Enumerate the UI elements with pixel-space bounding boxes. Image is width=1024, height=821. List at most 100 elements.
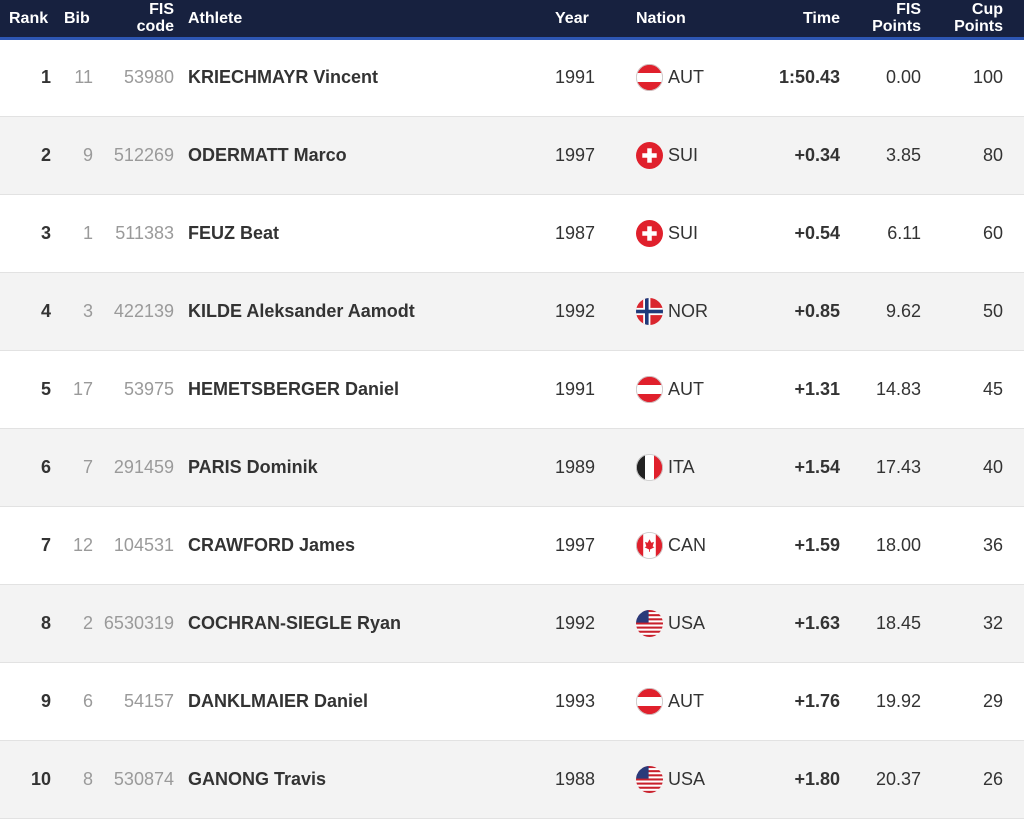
result-row: 6 7 291459 PARIS Dominik 1989 ITA +1.54 17.43 40 [0,428,1024,506]
time-cell: +0.34 [794,144,840,165]
flag-icon [636,766,663,793]
column-header-text: Rank [9,9,49,27]
nation-cell: USA [618,584,738,662]
nation: USA [636,610,738,637]
bib-cell: 6 [82,690,93,711]
athlete-cell: FEUZ Beat [188,222,280,243]
fis-points-cell: 9.62 [885,300,921,321]
time-cell: +0.85 [794,300,840,321]
result-row: 8 2 6530319 COCHRAN-SIEGLE Ryan 1992 USA +1.63… [0,584,1024,662]
year-cell: 1989 [555,456,596,477]
fis-points-cell: 3.85 [885,144,921,165]
result-row: 1 11 53980 KRIECHMAYR Vincent 1991 AUT 1:50.43… [0,38,1024,116]
fis-code-cell: 422139 [113,300,174,321]
athlete-cell: DANKLMAIER Daniel [188,690,369,711]
flag-icon [636,220,663,247]
result-row: 9 6 54157 DANKLMAIER Daniel 1993 AUT +1.76 19.9… [0,662,1024,740]
column-header-text: Year [555,9,589,27]
fis-points-cell: 14.83 [875,378,921,399]
fis-points-cell: 18.00 [875,534,921,555]
rank-cell: 10 [30,768,51,789]
result-row: 4 3 422139 KILDE Aleksander Aamodt 1992 NOR +0… [0,272,1024,350]
column-header: Nation [618,0,738,38]
cup-points-cell: 26 [982,768,1003,789]
athlete-cell: COCHRAN-SIEGLE Ryan [188,612,402,633]
column-header: Time [738,0,842,38]
cup-points-cell: 50 [982,300,1003,321]
athlete-cell: HEMETSBERGER Daniel [188,378,400,399]
nation-cell: AUT [618,350,738,428]
nation-cell: NOR [618,272,738,350]
flag-icon [636,376,663,403]
rank-cell: 1 [40,67,51,87]
athlete-cell: ODERMATT Marco [188,144,347,165]
bib-cell: 17 [72,378,93,399]
nation-code: CAN [668,534,707,555]
rank-cell: 9 [40,690,51,711]
athlete-cell: CRAWFORD James [188,534,356,555]
table-header: Rank Bib FIS code Athlete Year Nation Time FIS … [0,0,1024,38]
cup-points-cell: 40 [982,456,1003,477]
column-header: Rank [0,0,56,38]
rank-cell: 6 [40,456,51,477]
result-row: 7 12 104531 CRAWFORD James 1997 CAN +1.59 18.00… [0,506,1024,584]
nation-cell: AUT [618,662,738,740]
year-cell: 1993 [555,690,596,711]
bib-cell: 2 [82,612,93,633]
time-cell: +1.80 [794,768,840,789]
rank-cell: 4 [40,300,51,321]
cup-points-cell: 60 [982,222,1003,243]
bib-cell: 12 [72,534,93,555]
bib-cell: 1 [82,222,93,243]
athlete-cell: GANONG Travis [188,768,327,789]
time-cell: +1.31 [794,378,840,399]
cup-points-cell: 100 [972,67,1003,87]
year-cell: 1997 [555,534,596,555]
nation: ITA [636,454,738,481]
nation-cell: CAN [618,506,738,584]
column-header: Year [548,0,618,38]
fis-code-cell: 512269 [113,144,174,165]
nation-code: SUI [668,222,699,243]
flag-icon [636,532,663,559]
nation-cell: USA [618,740,738,818]
bib-cell: 7 [82,456,93,477]
fis-code-cell: 54157 [123,690,174,711]
flag-icon [636,64,663,91]
fis-code-cell: 104531 [113,534,174,555]
nation-code: NOR [668,300,708,321]
rank-cell: 3 [40,222,51,243]
flag-icon [636,298,663,325]
fis-code-cell: 291459 [113,456,174,477]
nation: SUI [636,220,738,247]
cup-points-cell: 32 [982,612,1003,633]
year-cell: 1987 [555,222,596,243]
fis-code-cell: 530874 [113,768,174,789]
nation: AUT [636,64,738,91]
nation-code: USA [668,768,706,789]
fis-code-cell: 6530319 [103,612,174,633]
nation: AUT [636,688,738,715]
nation-cell: SUI [618,116,738,194]
fis-code-cell: 511383 [115,222,174,243]
table-body: 1 11 53980 KRIECHMAYR Vincent 1991 AUT 1:50.43… [0,38,1024,818]
fis-points-cell: 0.00 [885,67,921,87]
fis-code-cell: 53975 [123,378,174,399]
header-row: Rank Bib FIS code Athlete Year Nation Time FIS … [0,0,1024,38]
nation-code: AUT [668,378,704,399]
result-row: 5 17 53975 HEMETSBERGER Daniel 1991 AUT +1.31 1… [0,350,1024,428]
column-header: Athlete [178,0,548,38]
column-header: FIS Points [842,0,924,38]
time-cell: 1:50.43 [778,67,840,87]
result-row: 2 9 512269 ODERMATT Marco 1997 SUI +0.34 3.85 80 [0,116,1024,194]
nation-code: AUT [668,67,704,87]
time-cell: +1.54 [794,456,840,477]
column-header-text: FIS code [136,1,174,36]
year-cell: 1991 [555,67,596,87]
flag-icon [636,142,663,169]
column-header-text: FIS Points [872,1,921,36]
nation: SUI [636,142,738,169]
nation-code: USA [668,612,706,633]
